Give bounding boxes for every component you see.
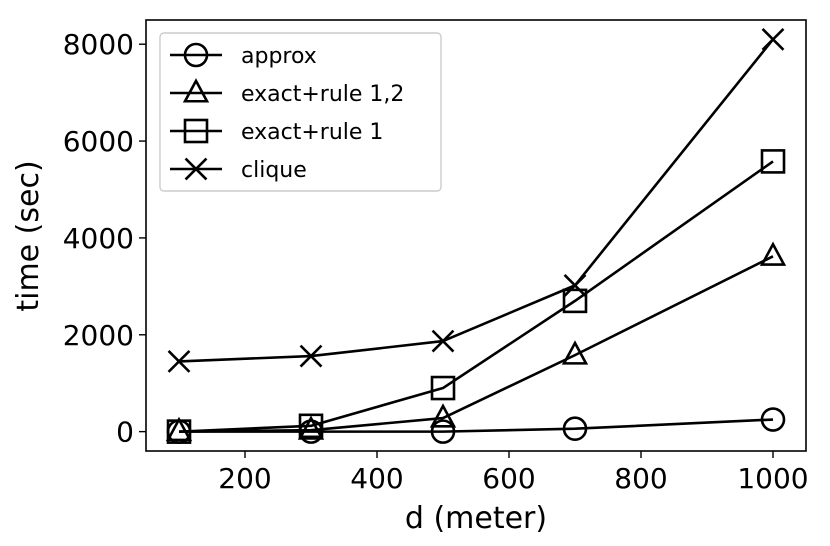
data-point-triangle	[429, 403, 457, 428]
x-tick-label: 800	[614, 462, 667, 495]
data-point-square	[760, 149, 786, 174]
legend-entry: approx	[170, 42, 317, 69]
legend-entry: clique	[170, 157, 307, 183]
legend-entry: exact+rule 1	[170, 118, 383, 145]
legend-label: clique	[241, 158, 307, 183]
axes: 200 400 600 800 1000 0 2000 4000 6000 8000	[63, 19, 809, 495]
x-tick-label: 1000	[737, 462, 808, 495]
series-line-exact+rule 1,2	[178, 255, 774, 433]
series-line-exact+rule 1	[178, 160, 774, 433]
plot-frame	[145, 19, 807, 452]
legend-marker-x	[184, 157, 208, 181]
legend-label: exact+rule 1	[241, 120, 383, 145]
data-point-triangle	[759, 241, 787, 266]
data-point-square	[298, 413, 324, 439]
legend-label: exact+rule 1,2	[241, 82, 404, 107]
legend: approx exact+rule 1,2 exact+rule 1 clique	[159, 32, 442, 192]
x-tick-label: 400	[350, 462, 403, 495]
data-point-triangle	[561, 340, 589, 365]
y-tick-label: 4000	[63, 222, 134, 255]
data-point-x	[299, 344, 323, 368]
x-axis-label: d (meter)	[405, 501, 547, 536]
legend-label: approx	[241, 44, 317, 69]
x-tick-label: 200	[218, 462, 271, 495]
y-tick-label: 6000	[63, 125, 134, 158]
data-point-circle	[562, 416, 588, 442]
legend-marker-triangle	[182, 78, 210, 103]
y-tick-label: 2000	[63, 319, 134, 352]
y-axis-label: time (sec)	[11, 160, 46, 311]
x-tick-label: 600	[482, 462, 535, 495]
data-point-x	[563, 274, 587, 297]
data-point-triangle	[297, 415, 325, 440]
legend-entry: exact+rule 1,2	[170, 78, 404, 107]
legend-marker-square	[183, 118, 209, 144]
data-point-x	[761, 28, 785, 51]
data-point-x	[431, 329, 455, 353]
data-point-circle	[760, 407, 786, 432]
y-tick-label: 8000	[63, 28, 134, 61]
data-point-square	[562, 288, 588, 314]
data-point-triangle	[165, 416, 193, 442]
data-point-square	[430, 375, 456, 401]
plot-area	[165, 28, 787, 444]
legend-box	[159, 32, 442, 192]
legend-marker-circle	[183, 42, 209, 68]
y-tick-label: 0	[116, 416, 134, 449]
data-point-square	[166, 419, 192, 444]
data-point-circle	[430, 419, 456, 444]
data-point-x	[167, 350, 191, 373]
